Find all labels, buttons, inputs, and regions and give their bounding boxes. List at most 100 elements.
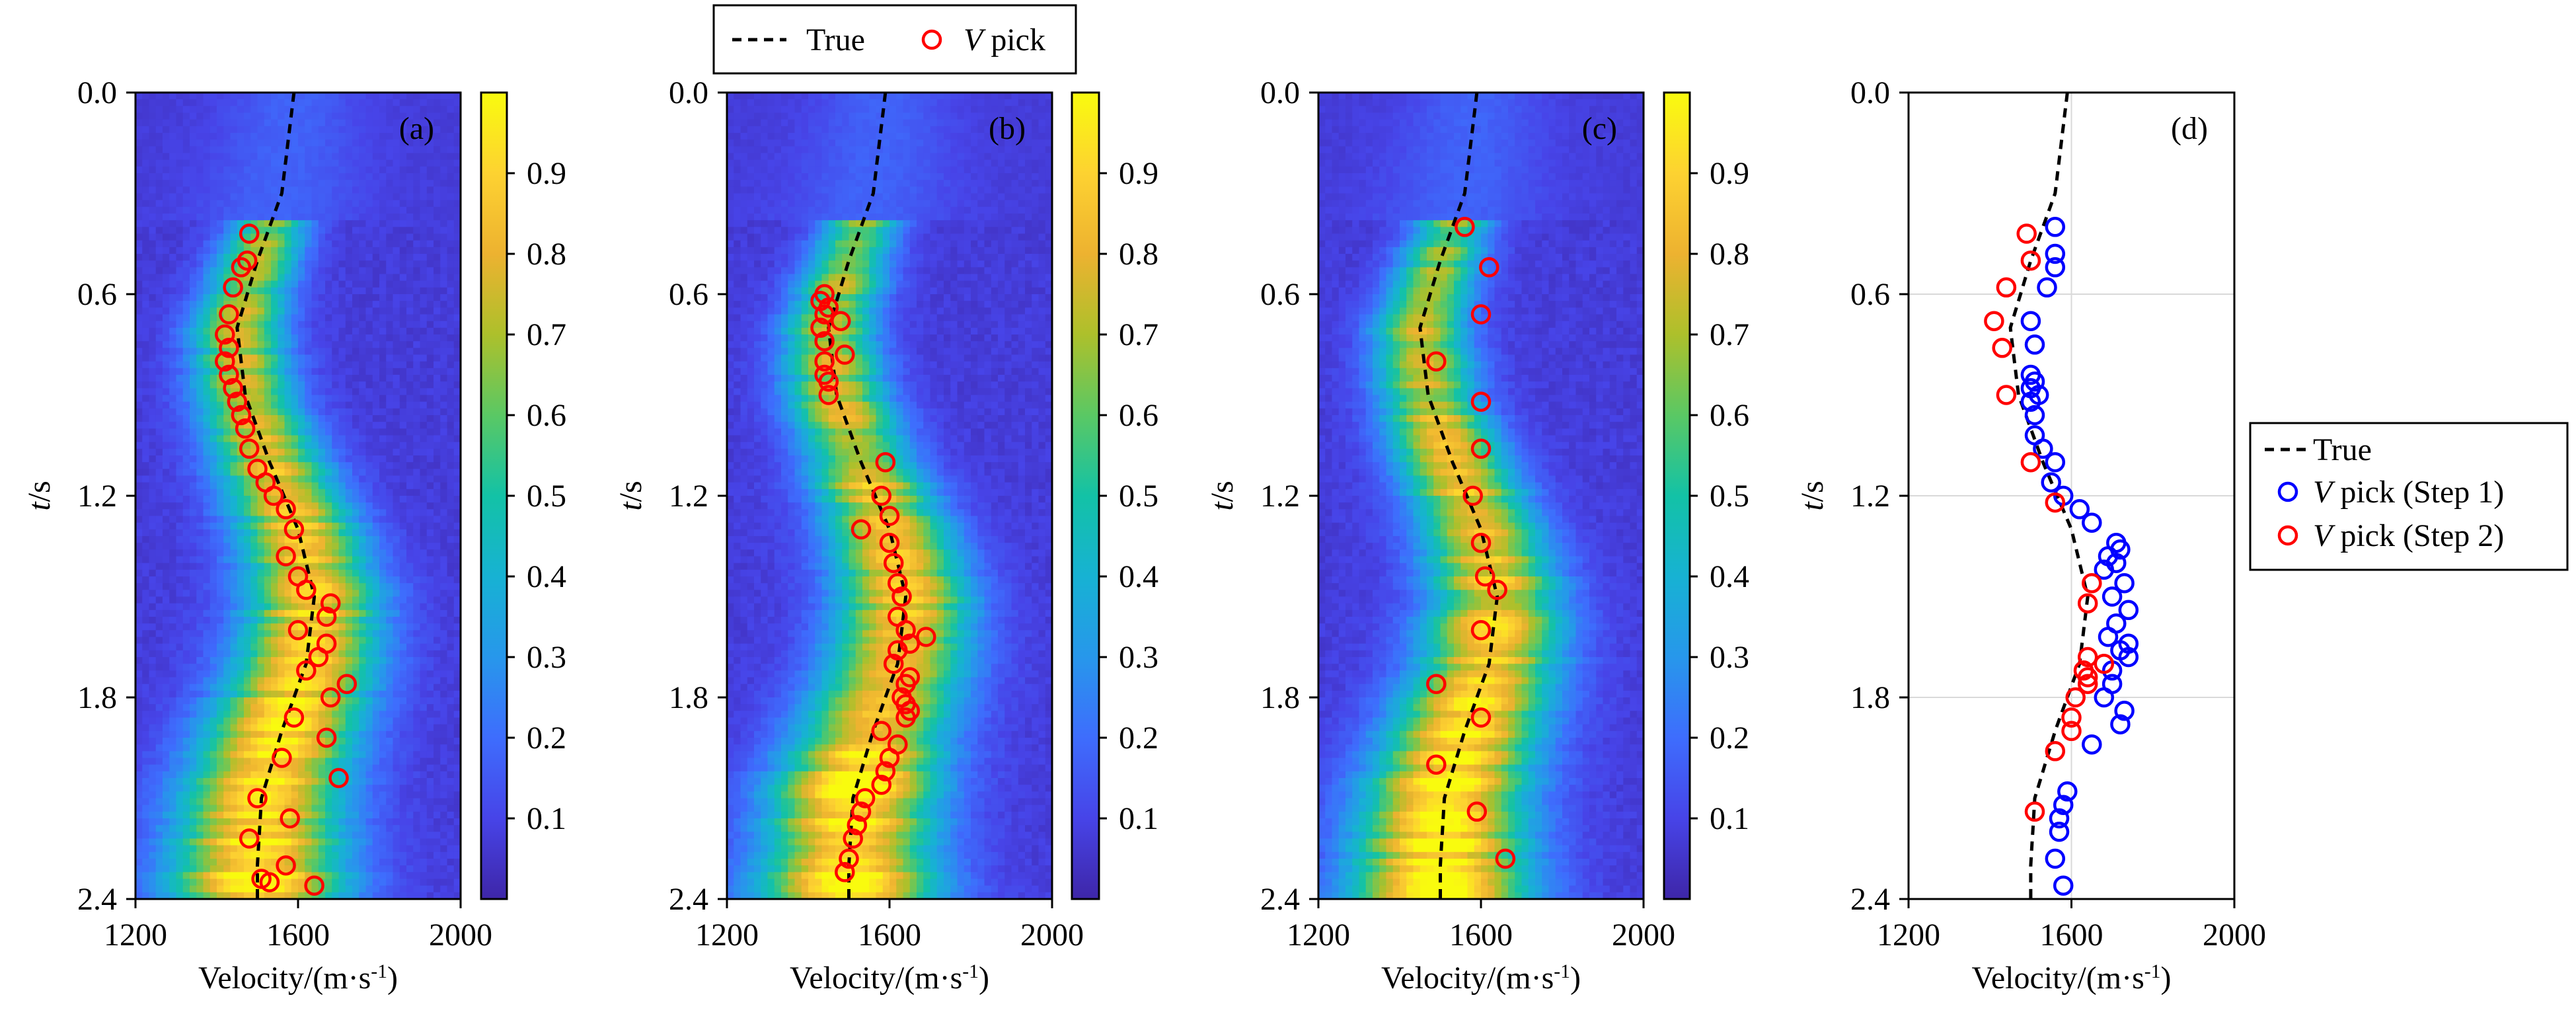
v-pick-marker	[231, 405, 252, 426]
v-pick-marker	[871, 774, 891, 795]
v-pick-marker	[847, 814, 868, 836]
v-pick-step1-marker	[2045, 848, 2066, 869]
v-pick-marker	[895, 620, 916, 641]
v-pick-marker	[895, 707, 916, 728]
v-pick-step1-marker	[2053, 795, 2074, 815]
v-pick-marker	[875, 761, 896, 782]
v-pick-step2-marker	[2082, 572, 2102, 594]
top-legend-true-label: True	[806, 22, 865, 58]
v-pick-marker	[879, 748, 900, 768]
y-tick-label: 2.4	[77, 882, 117, 917]
v-pick-marker	[879, 532, 900, 553]
y-tick-label: 1.2	[1850, 479, 1890, 514]
x-tick-label: 2000	[1020, 918, 1084, 953]
panel-a-x-axis-label: Velocity/(m·s-1)	[198, 960, 398, 996]
panel-a-label: (a)	[399, 111, 434, 146]
colorbar-tick-label: 0.7	[527, 317, 566, 352]
v-pick-step2-marker	[2045, 492, 2066, 513]
v-pick-marker	[263, 485, 284, 506]
y-tick-label: 1.2	[669, 479, 708, 514]
v-pick-marker	[308, 646, 329, 668]
panel-c-label: (c)	[1582, 111, 1617, 146]
y-tick-label: 0.6	[1260, 277, 1300, 312]
v-pick-step2-marker	[2065, 687, 2086, 708]
panel-a-y-axis-label: t/s	[22, 481, 57, 510]
y-tick-label: 0.0	[1850, 75, 1890, 110]
top-legend-pick-label: V pick	[964, 22, 1045, 58]
v-pick-marker	[219, 304, 239, 325]
y-tick-label: 1.8	[77, 680, 117, 715]
v-pick-marker	[296, 580, 317, 600]
y-tick-label: 0.0	[669, 75, 708, 110]
v-pick-marker	[1474, 566, 1496, 587]
v-pick-marker	[223, 277, 243, 298]
panel-d-x-axis-label: Velocity/(m·s-1)	[1971, 960, 2171, 996]
panel-c-y-axis-label: t/s	[1205, 481, 1240, 510]
v-pick-marker	[239, 438, 260, 459]
v-pick-step1-marker	[2094, 559, 2115, 580]
heatmap-layer	[135, 93, 1690, 900]
v-pick-step1-marker	[2045, 451, 2066, 473]
v-pick-marker	[259, 872, 280, 892]
colorbar-tick-label: 0.4	[1710, 559, 1749, 594]
v-pick-step1-marker	[2098, 627, 2119, 647]
v-pick-step2-marker	[2061, 721, 2082, 742]
v-pick-marker	[1470, 304, 1492, 325]
v-pick-marker	[1470, 707, 1492, 728]
colorbar-tick-label: 0.3	[1710, 640, 1749, 675]
x-tick-label: 1200	[695, 918, 759, 953]
v-pick-marker	[247, 788, 268, 808]
colorbar-tick-label: 0.3	[1119, 640, 1158, 675]
v-pick-step1-marker	[2053, 875, 2074, 896]
v-pick-marker	[287, 620, 309, 641]
v-pick-step1-marker	[2024, 405, 2045, 426]
panel-b-semblance-heatmap	[727, 93, 1053, 900]
v-pick-step1-marker	[2082, 512, 2102, 533]
v-pick-step1-marker	[2082, 734, 2102, 755]
v-pick-step1-marker	[2094, 687, 2115, 708]
panel-a-colorbar	[481, 93, 507, 899]
x-tick-label: 1600	[1449, 918, 1513, 953]
v-pick-marker	[284, 707, 305, 728]
v-pick-marker	[835, 344, 855, 365]
v-pick-step2-marker	[2077, 667, 2098, 687]
side-legend-true-label: True	[2313, 432, 2372, 467]
v-pick-step2-marker	[1996, 385, 2017, 405]
x-tick-label: 1600	[266, 918, 330, 953]
panel-b-y-axis-label: t/s	[613, 481, 648, 510]
y-tick-label: 0.6	[77, 277, 117, 312]
y-tick-label: 0.0	[77, 75, 117, 110]
curve-layer	[235, 92, 2090, 899]
panel-d-y-axis-label: t/s	[1795, 481, 1830, 510]
v-pick-step1-marker	[2110, 714, 2131, 734]
top-legend-box	[712, 4, 1077, 75]
v-pick-marker	[239, 828, 260, 849]
colorbar-tick-label: 0.4	[527, 559, 566, 594]
panel-a-semblance-heatmap	[135, 93, 461, 900]
y-tick-label: 1.2	[77, 479, 117, 514]
v-pick-step2-marker	[2077, 646, 2098, 668]
v-pick-step1-marker	[2049, 822, 2070, 842]
colorbar-tick-label: 0.9	[527, 156, 566, 191]
v-pick-step1-marker	[2045, 257, 2066, 278]
v-pick-marker	[284, 519, 305, 540]
v-pick-marker	[891, 586, 912, 607]
v-pick-marker	[215, 324, 235, 345]
y-tick-label: 1.2	[1260, 479, 1300, 514]
colorbar-tick-label: 0.1	[527, 801, 566, 836]
v-pick-step1-marker	[2114, 572, 2135, 594]
v-pick-marker	[1495, 848, 1516, 869]
colorbar-tick-label: 0.6	[1710, 398, 1749, 433]
panel-b-colorbar	[1072, 93, 1099, 899]
v-pick-marker	[276, 546, 296, 567]
v-pick-marker	[895, 674, 916, 694]
v-pick-marker	[239, 223, 260, 244]
y-tick-label: 0.0	[1260, 75, 1300, 110]
panel-c-semblance-heatmap	[1318, 93, 1644, 900]
panel-a-true-curve	[235, 92, 317, 899]
legend-layer: True V pick True V pick (Step 1) V pick (Ste…	[712, 4, 2569, 571]
panel-b-x-axis-label: Velocity/(m·s-1)	[790, 960, 989, 996]
v-pick-marker	[1470, 620, 1492, 641]
v-pick-step1-marker	[2049, 808, 2070, 829]
colorbar-tick-label: 0.5	[1710, 479, 1749, 514]
